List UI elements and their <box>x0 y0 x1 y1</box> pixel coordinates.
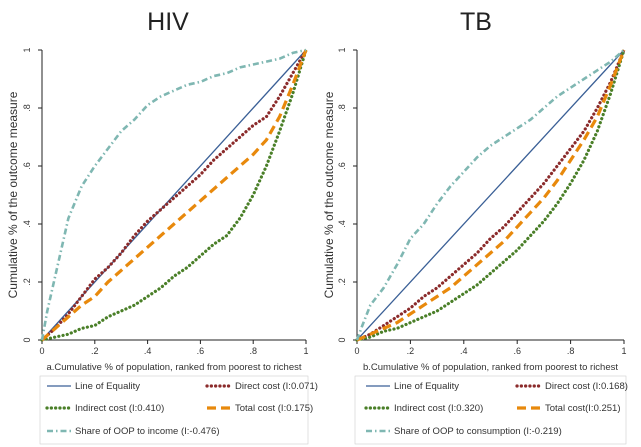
series-line-3 <box>40 49 308 342</box>
chart-panel-hiv: HIV 0 0 .2 .2 .4 .4 .6 .6 .8 .8 1 1 Cumulative % of t… <box>6 8 318 445</box>
series-line-3 <box>356 49 626 342</box>
x-tick-label: 0 <box>39 346 44 356</box>
y-tick-label: .4 <box>22 220 32 228</box>
y-tick-label: .4 <box>337 220 347 228</box>
chart-panel-tb: TB 0 0 .2 .2 .4 .4 .6 .6 .8 .8 1 1 Cumulative % of th… <box>322 8 628 445</box>
x-tick-label: .4 <box>144 346 152 356</box>
series-line-1 <box>355 48 626 342</box>
y-axis-label: Cumulative % of the outcome measure <box>6 91 20 298</box>
x-axis-label: a.Cumulative % of population, ranked fro… <box>46 362 301 373</box>
legend-label-4: Share of OOP to consumption (I:-0.219) <box>394 426 562 437</box>
x-tick-label: .2 <box>91 346 99 356</box>
x-tick-label: 0 <box>354 346 359 356</box>
y-tick-label: .6 <box>337 162 347 170</box>
x-tick-label: .6 <box>513 346 521 356</box>
series-line-2 <box>355 48 626 342</box>
x-axis-label: b.Cumulative % of population, ranked fro… <box>363 362 618 373</box>
chart-title: TB <box>460 8 492 36</box>
legend-box <box>39 375 309 445</box>
x-tick-label: .8 <box>249 346 257 356</box>
legend-label-3: Total cost (I:0.175) <box>235 403 313 414</box>
x-tick-label: .6 <box>197 346 205 356</box>
y-tick-label: 1 <box>337 47 347 52</box>
legend-label-0: Line of Equality <box>394 381 459 392</box>
legend-label-0: Line of Equality <box>75 381 140 392</box>
series-line-2 <box>40 48 308 342</box>
y-tick-label: .6 <box>22 162 32 170</box>
chart-title: HIV <box>147 8 189 36</box>
series-line-1 <box>40 48 308 342</box>
x-tick-label: 1 <box>303 346 308 356</box>
y-tick-label: 0 <box>22 337 32 342</box>
x-tick-label: 1 <box>621 346 626 356</box>
x-tick-label: .4 <box>460 346 468 356</box>
legend-label-2: Indirect cost (I:0.410) <box>75 403 164 414</box>
y-axis-label: Cumulative % of the outcome measure <box>322 91 336 298</box>
y-tick-label: .2 <box>22 278 32 286</box>
legend-label-3: Total cost(I:0.251) <box>545 403 621 414</box>
series-line-0 <box>356 49 625 341</box>
y-tick-label: .8 <box>337 104 347 112</box>
y-tick-label: .8 <box>22 104 32 112</box>
y-tick-label: 1 <box>22 47 32 52</box>
legend-label-2: Indirect cost (I:0.320) <box>394 403 483 414</box>
x-tick-label: .2 <box>407 346 415 356</box>
legend-label-1: Direct cost (I:0.168) <box>545 381 628 392</box>
series-line-4 <box>40 48 307 341</box>
series-line-4 <box>355 49 625 341</box>
x-tick-label: .8 <box>567 346 575 356</box>
legend-box <box>354 375 627 445</box>
legend-label-1: Direct cost (I:0.071) <box>235 381 318 392</box>
legend-label-4: Share of OOP to income (I:-0.476) <box>75 426 220 437</box>
y-tick-label: 0 <box>337 337 347 342</box>
y-tick-label: .2 <box>337 278 347 286</box>
